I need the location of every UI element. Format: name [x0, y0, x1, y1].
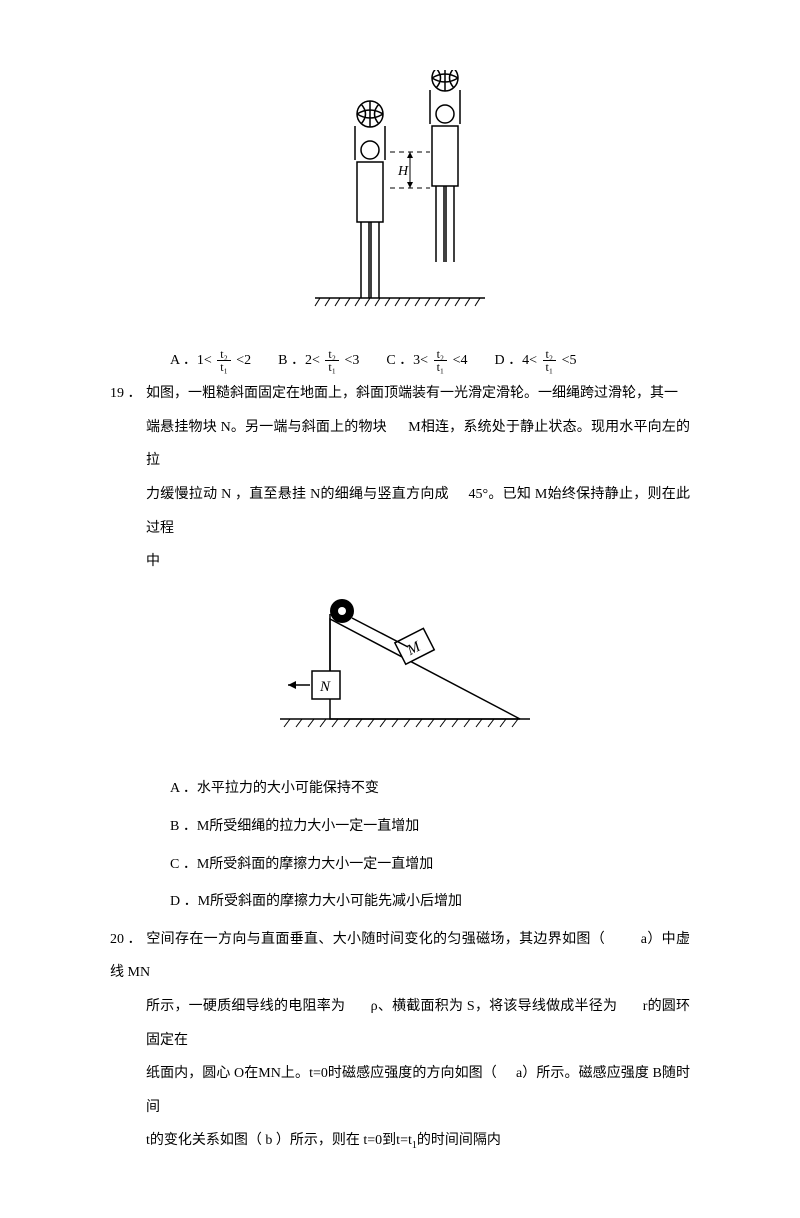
q19-number: 19 ．	[110, 377, 146, 411]
q20-l3a: 纸面内，圆心 O在MN上。t=0时磁感应强度的方向如图（	[146, 1066, 497, 1081]
q19-text-l2a: 端悬挂物块 N。另一端与斜面上的物块	[146, 420, 387, 435]
q19-option-D: D ．M所受斜面的摩擦力大小可能先减小后增加	[110, 885, 690, 919]
q19-option-C: C ．M所受斜面的摩擦力大小一定一直增加	[110, 848, 690, 882]
q20-l4b: 的时间间隔内	[417, 1133, 501, 1148]
choice-C: C ．3< t₂t₁ <4	[386, 353, 471, 368]
label-N: N	[319, 679, 331, 695]
q20-l1a: 空间存在一方向与直面垂直、大小随时间变化的匀强磁场，其边界如图（	[146, 932, 605, 947]
q19-text-l1: 如图，一粗糙斜面固定在地面上，斜面顶端装有一光滑定滑轮。一细绳跨过滑轮，其一	[146, 386, 678, 401]
q18-choices: A ．1< t₂t₁ <2 B ．2< t₂t₁ <3 C ．3< t₂t₁ <…	[110, 344, 690, 378]
q20: 20 ．空间存在一方向与直面垂直、大小随时间变化的匀强磁场，其边界如图（ a）中…	[110, 923, 690, 1158]
q20-l4a: t的变化关系如图（ b ）所示，则在 t=0到t=t	[146, 1133, 412, 1148]
figure-incline: N M	[110, 589, 690, 753]
q19-option-B: B ．M所受细绳的拉力大小一定一直增加	[110, 810, 690, 844]
q20-l2a: 所示，一硬质细导线的电阻率为	[146, 999, 345, 1014]
choice-D: D ．4< t₂t₁ <5	[495, 353, 577, 368]
figure-player-jump: H	[110, 70, 690, 324]
q19-text-l3a: 力缓慢拉动 N ，直至悬挂 N的细绳与竖直方向成	[146, 487, 449, 502]
q19-text-l4: 中	[146, 554, 160, 569]
q20-l2b: ρ、横截面积为 S，将该导线做成半径为	[371, 999, 618, 1014]
choice-B: B ．2< t₂t₁ <3	[278, 353, 363, 368]
q19: 19 ．如图，一粗糙斜面固定在地面上，斜面顶端装有一光滑定滑轮。一细绳跨过滑轮，…	[110, 377, 690, 579]
q20-number: 20 ．	[110, 923, 146, 957]
q19-option-A: A ．水平拉力的大小可能保持不变	[110, 772, 690, 806]
label-H: H	[397, 164, 409, 179]
choice-A: A ．1< t₂t₁ <2	[170, 353, 255, 368]
